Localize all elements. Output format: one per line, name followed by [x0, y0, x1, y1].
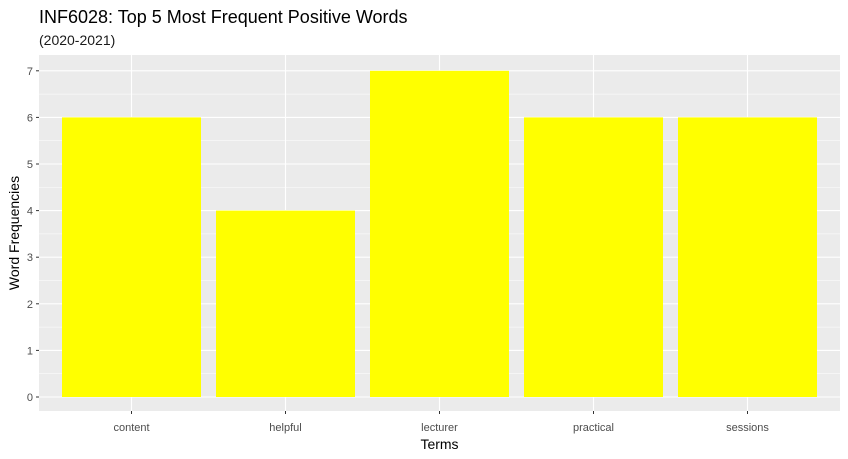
- y-tick-label: 6: [27, 112, 33, 124]
- y-tick-label: 5: [27, 159, 33, 171]
- chart-title: INF6028: Top 5 Most Frequent Positive Wo…: [39, 7, 408, 27]
- bar-practical: [524, 117, 663, 398]
- bar-lecturer: [370, 70, 509, 398]
- bar-helpful: [216, 210, 355, 397]
- bar-content: [62, 117, 201, 398]
- y-tick-label: 2: [27, 299, 33, 311]
- x-tick-label: content: [113, 422, 149, 434]
- y-tick-label: 0: [27, 392, 33, 404]
- y-tick-label: 7: [27, 66, 33, 78]
- bar-sessions: [678, 117, 817, 398]
- x-tick-label: sessions: [726, 422, 769, 434]
- chart-subtitle: (2020-2021): [39, 32, 115, 48]
- y-axis-title: Word Frequencies: [6, 176, 22, 290]
- x-axis-title: Terms: [420, 436, 458, 452]
- y-tick-label: 1: [27, 345, 33, 357]
- bars: [62, 70, 817, 398]
- x-axis: content helpful lecturer practical sessions: [113, 411, 769, 434]
- y-tick-label: 4: [27, 206, 33, 218]
- x-tick-label: lecturer: [421, 422, 458, 434]
- x-tick-label: practical: [573, 422, 614, 434]
- y-tick-label: 3: [27, 252, 33, 264]
- x-tick-label: helpful: [269, 422, 301, 434]
- y-axis: 0 1 2 3 4 5 6 7: [27, 66, 39, 404]
